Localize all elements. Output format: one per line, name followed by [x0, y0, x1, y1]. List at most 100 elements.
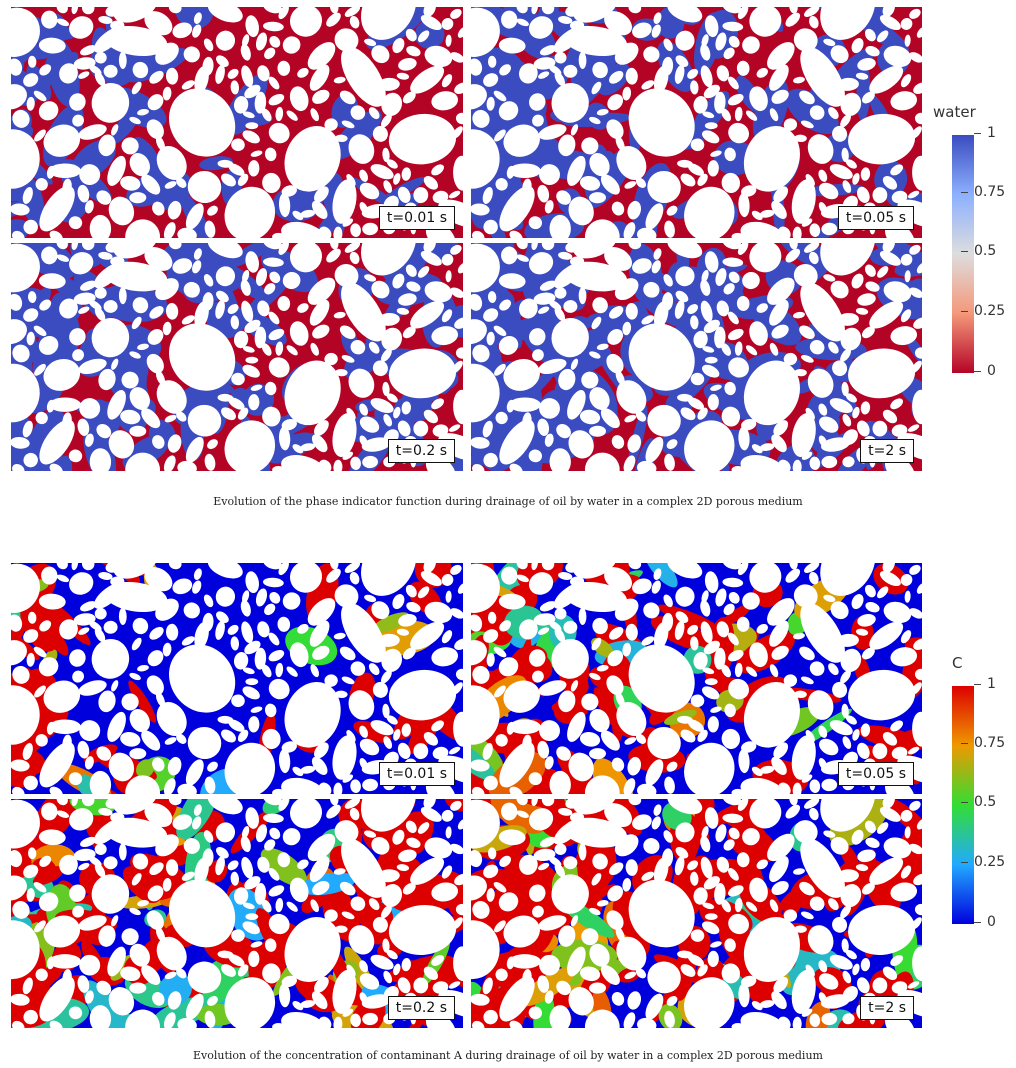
solid-grain — [94, 607, 107, 620]
solid-grain — [231, 694, 245, 708]
solid-grain — [721, 899, 731, 913]
solid-grain — [79, 954, 101, 976]
solid-grain — [146, 675, 164, 696]
solid-grain — [380, 114, 392, 128]
solid-grain — [441, 574, 454, 586]
solid-grain — [244, 640, 261, 655]
solid-grain — [245, 807, 259, 829]
solid-grain — [554, 71, 566, 87]
solid-grain — [800, 282, 845, 342]
solid-grain — [350, 896, 366, 911]
solid-grain — [675, 846, 689, 859]
solid-grain — [228, 954, 245, 967]
solid-grain — [509, 786, 523, 794]
solid-grain — [368, 107, 380, 120]
solid-grain — [289, 321, 309, 346]
solid-grain — [62, 969, 72, 986]
solid-grain — [278, 243, 289, 255]
solid-grain — [71, 799, 79, 807]
solid-grain — [183, 281, 200, 298]
solid-grain — [22, 420, 33, 438]
solid-grain — [828, 898, 839, 911]
solid-grain — [193, 12, 202, 25]
solid-grain — [701, 590, 709, 603]
solid-grain — [204, 453, 216, 471]
solid-grain — [728, 357, 749, 378]
solid-grain — [645, 436, 664, 463]
solid-grain — [401, 958, 412, 972]
solid-grain — [700, 856, 713, 879]
solid-grain — [334, 264, 359, 288]
solid-grain — [904, 590, 911, 603]
solid-grain — [263, 7, 282, 14]
solid-grain — [857, 849, 876, 863]
colorbar-tick: 0.25 — [960, 854, 1006, 870]
colorbar-tick: 0.5 — [960, 243, 997, 259]
solid-grain — [723, 839, 735, 851]
solid-grain — [703, 84, 720, 99]
solid-grain — [281, 741, 297, 753]
solid-grain — [494, 129, 506, 142]
solid-grain — [769, 64, 789, 91]
solid-grain — [69, 328, 86, 346]
solid-grain — [860, 723, 871, 737]
solid-grain — [292, 444, 304, 454]
solid-grain — [702, 921, 720, 935]
solid-grain — [840, 348, 851, 362]
solid-grain — [498, 101, 519, 121]
solid-grain — [627, 434, 642, 453]
solid-grain — [592, 61, 608, 79]
solid-grain — [450, 8, 462, 19]
solid-grain — [818, 403, 828, 416]
solid-grain — [912, 155, 922, 191]
solid-grain — [262, 406, 281, 427]
solid-grain — [499, 620, 512, 632]
solid-grain — [107, 711, 126, 742]
solid-grain — [909, 8, 921, 19]
solid-grain — [242, 130, 260, 144]
solid-grain — [364, 274, 377, 282]
solid-grain — [494, 685, 506, 698]
solid-grain — [113, 243, 158, 259]
solid-grain — [538, 71, 550, 79]
solid-grain — [155, 926, 166, 942]
solid-grain — [344, 563, 361, 573]
solid-grain — [11, 319, 27, 345]
solid-grain — [516, 254, 529, 262]
solid-grain — [359, 435, 368, 448]
solid-grain — [185, 203, 204, 230]
solid-grain — [609, 306, 624, 319]
solid-grain — [79, 164, 101, 186]
solid-grain — [700, 44, 711, 61]
solid-grain — [341, 602, 386, 663]
solid-grain — [823, 830, 836, 838]
solid-grain — [450, 608, 463, 619]
fluid-patch — [128, 680, 157, 723]
solid-grain — [554, 627, 566, 643]
solid-grain — [883, 45, 912, 68]
solid-grain — [740, 777, 787, 794]
solid-grain — [653, 12, 662, 25]
solid-grain — [314, 976, 329, 993]
solid-grain — [516, 7, 528, 14]
solid-grain — [529, 328, 546, 346]
solid-grain — [165, 859, 179, 876]
solid-grain — [406, 837, 421, 848]
solid-grain — [254, 647, 267, 670]
solid-grain — [359, 973, 380, 990]
solid-grain — [551, 874, 589, 914]
solid-grain — [807, 690, 834, 720]
solid-grain — [645, 759, 664, 786]
solid-grain — [107, 155, 126, 186]
solid-grain — [877, 822, 889, 834]
solid-grain — [804, 7, 820, 17]
solid-grain — [541, 7, 555, 15]
solid-grain — [224, 420, 276, 471]
solid-grain — [359, 202, 368, 214]
solid-grain — [506, 165, 515, 179]
solid-grain — [245, 251, 259, 273]
solid-grain — [454, 638, 463, 651]
solid-grain — [700, 600, 711, 617]
solid-grain — [441, 630, 453, 644]
figure-caption: Evolution of the phase indicator functio… — [213, 495, 803, 508]
